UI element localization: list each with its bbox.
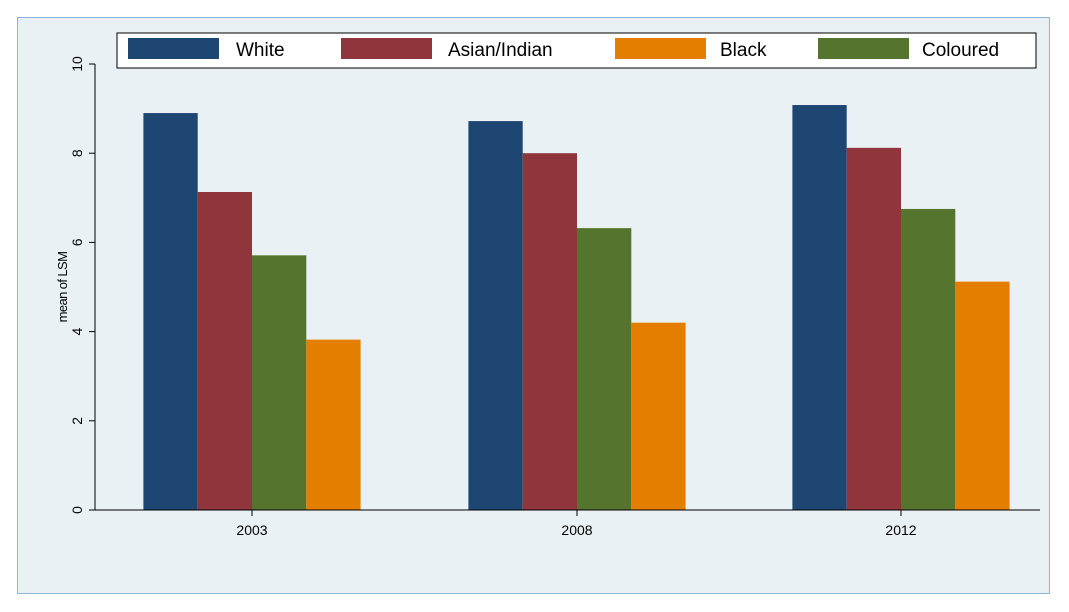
legend-swatch-white [128,38,219,59]
y-tick-label: 4 [69,327,85,335]
axes: mean of LSM 0 2 4 6 8 10 2003 2008 2012 [55,56,1040,538]
legend-label-white: White [236,40,285,61]
bar-coloured-2008 [577,228,632,511]
legend: White Asian/Indian Black Coloured [116,32,1037,69]
legend-label-coloured: Coloured [922,40,999,61]
y-tick-label: 0 [69,506,85,514]
bar-black-2003 [306,339,361,510]
bar-asian-indian-2012 [846,147,901,510]
y-axis-title: mean of LSM [55,252,70,323]
y-tick-label: 10 [69,56,85,72]
x-tick-label: 2008 [561,522,592,538]
bar-white-2003 [143,113,198,510]
legend-label-black: Black [720,40,767,61]
legend-swatch-asian-indian [341,38,432,59]
bar-asian-indian-2003 [197,192,252,510]
bar-white-2008 [468,121,523,510]
x-tick-label: 2003 [236,522,267,538]
bars-layer [143,105,1010,511]
bar-black-2008 [631,322,686,510]
bar-white-2012 [792,105,847,511]
bar-coloured-2012 [901,208,956,510]
y-tick-label: 6 [69,238,85,246]
bar-asian-indian-2008 [522,153,577,510]
bar-coloured-2003 [252,255,307,510]
legend-swatch-coloured [818,38,909,59]
y-tick-label: 8 [69,149,85,157]
y-tick-label: 2 [69,417,85,425]
legend-label-asian-indian: Asian/Indian [448,40,553,61]
x-tick-label: 2012 [885,522,916,538]
bar-black-2012 [955,281,1010,510]
legend-swatch-black [615,38,706,59]
